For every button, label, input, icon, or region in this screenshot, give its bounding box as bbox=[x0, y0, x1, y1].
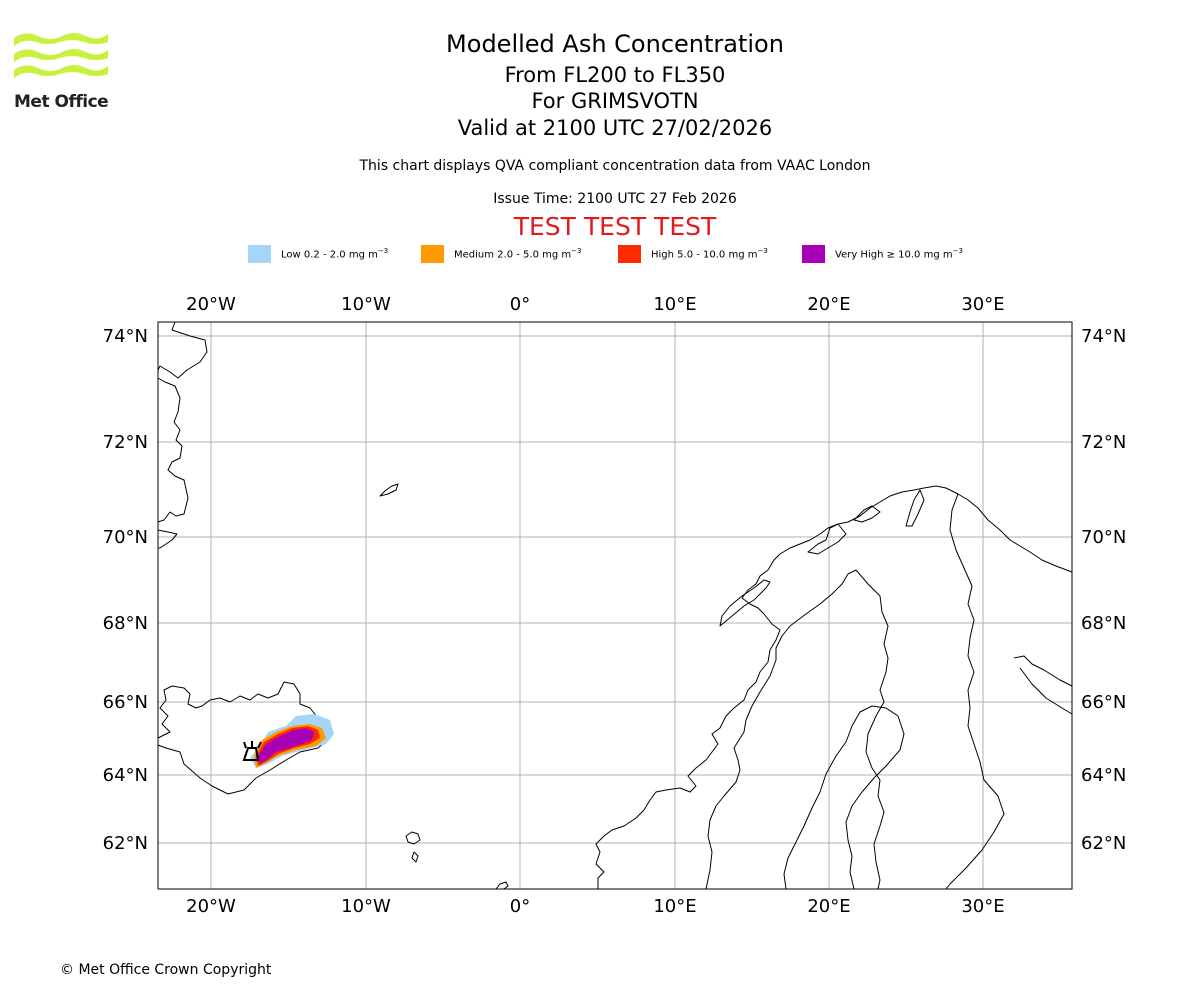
lat-label-left-68n: 68°N bbox=[103, 613, 148, 634]
legend-label-medium: Medium 2.0 - 5.0 mg m bbox=[454, 249, 572, 261]
met-office-logo-text: Met Office bbox=[14, 92, 109, 112]
lat-label-right-68n: 68°N bbox=[1081, 613, 1126, 634]
lat-label-left-74n: 74°N bbox=[103, 326, 148, 347]
ash-very-high-region bbox=[258, 728, 314, 764]
volcano-symbol bbox=[242, 741, 262, 761]
faroes-coast bbox=[405, 831, 421, 863]
volcano-name: For GRIMSVOTN bbox=[531, 89, 699, 113]
coastlines bbox=[157, 321, 1073, 890]
lon-label-top-30e: 30°E bbox=[961, 294, 1004, 315]
lon-label-bottom-0: 0° bbox=[510, 896, 530, 917]
lon-label-bottom-20w: 20°W bbox=[186, 896, 236, 917]
legend-item-very-high: Very High ≥ 10.0 mg m−3 bbox=[802, 244, 963, 264]
lon-label-top-20w: 20°W bbox=[186, 294, 236, 315]
lon-label-top-10e: 10°E bbox=[653, 294, 696, 315]
norway-north-islands bbox=[807, 489, 925, 555]
lon-label-bottom-10w: 10°W bbox=[341, 896, 391, 917]
lat-label-left-66n: 66°N bbox=[103, 692, 148, 713]
flight-level-range: From FL200 to FL350 bbox=[504, 63, 726, 87]
legend-item-low: Low 0.2 - 2.0 mg m−3 bbox=[248, 244, 388, 264]
shetland-coast bbox=[495, 881, 509, 890]
copyright-notice: © Met Office Crown Copyright bbox=[60, 962, 272, 978]
lat-labels-right: 74°N 72°N 70°N 68°N 66°N 64°N 62°N bbox=[1081, 326, 1126, 854]
lon-label-top-0: 0° bbox=[510, 294, 530, 315]
legend-label-high: High 5.0 - 10.0 mg m bbox=[651, 249, 758, 261]
russia-coast bbox=[1013, 655, 1073, 715]
sweden-finland-border bbox=[855, 569, 889, 890]
lat-label-left-70n: 70°N bbox=[103, 527, 148, 548]
legend-label-low: Low 0.2 - 2.0 mg m bbox=[281, 249, 378, 261]
met-office-logo: Met Office bbox=[14, 30, 109, 112]
jan-mayen-coast bbox=[379, 483, 399, 497]
lat-labels-left: 74°N 72°N 70°N 68°N 66°N 64°N 62°N bbox=[103, 326, 148, 854]
lon-label-bottom-20e: 20°E bbox=[807, 896, 850, 917]
ash-cloud bbox=[250, 714, 334, 768]
legend-swatch-medium bbox=[421, 245, 444, 263]
concentration-legend: Low 0.2 - 2.0 mg m−3 Medium 2.0 - 5.0 mg… bbox=[0, 244, 1200, 264]
lat-label-right-62n: 62°N bbox=[1081, 833, 1126, 854]
lofoten-islands bbox=[719, 579, 771, 627]
norway-sweden-border bbox=[705, 569, 857, 890]
legend-item-medium: Medium 2.0 - 5.0 mg m−3 bbox=[421, 244, 581, 264]
lat-label-left-64n: 64°N bbox=[103, 765, 148, 786]
lon-label-top-20e: 20°E bbox=[807, 294, 850, 315]
iceland-coast bbox=[157, 681, 331, 795]
map-frame bbox=[157, 321, 1073, 890]
legend-label-very-high: Very High ≥ 10.0 mg m bbox=[835, 249, 953, 261]
lon-label-top-10w: 10°W bbox=[341, 294, 391, 315]
lon-labels-bottom: 20°W 10°W 0° 10°E 20°E 30°E bbox=[186, 896, 1004, 917]
lat-label-right-66n: 66°N bbox=[1081, 692, 1126, 713]
norway-coast bbox=[595, 485, 1073, 889]
lon-label-bottom-10e: 10°E bbox=[653, 896, 696, 917]
lat-label-right-72n: 72°N bbox=[1081, 432, 1126, 453]
lon-label-bottom-30e: 30°E bbox=[961, 896, 1004, 917]
test-banner: TEST TEST TEST bbox=[513, 212, 717, 241]
legend-swatch-high bbox=[618, 245, 641, 263]
compliance-note: This chart displays QVA compliant concen… bbox=[359, 158, 871, 174]
legend-swatch-very-high bbox=[802, 245, 825, 263]
lat-label-right-74n: 74°N bbox=[1081, 326, 1126, 347]
graticule bbox=[158, 322, 1072, 889]
lon-labels-top: 20°W 10°W 0° 10°E 20°E 30°E bbox=[186, 294, 1004, 315]
finland-russia-border bbox=[945, 493, 1005, 890]
met-office-waves-icon bbox=[14, 33, 108, 78]
valid-time: Valid at 2100 UTC 27/02/2026 bbox=[457, 116, 773, 140]
gulf-of-bothnia-coast bbox=[783, 705, 905, 890]
legend-item-high: High 5.0 - 10.0 mg m−3 bbox=[618, 244, 768, 264]
lat-label-left-72n: 72°N bbox=[103, 432, 148, 453]
greenland-coast bbox=[157, 321, 208, 549]
issue-time: Issue Time: 2100 UTC 27 Feb 2026 bbox=[493, 191, 737, 207]
lat-label-right-64n: 64°N bbox=[1081, 765, 1126, 786]
lat-label-left-62n: 62°N bbox=[103, 833, 148, 854]
legend-swatch-low bbox=[248, 245, 271, 263]
lat-label-right-70n: 70°N bbox=[1081, 527, 1126, 548]
chart-title: Modelled Ash Concentration bbox=[446, 30, 784, 58]
